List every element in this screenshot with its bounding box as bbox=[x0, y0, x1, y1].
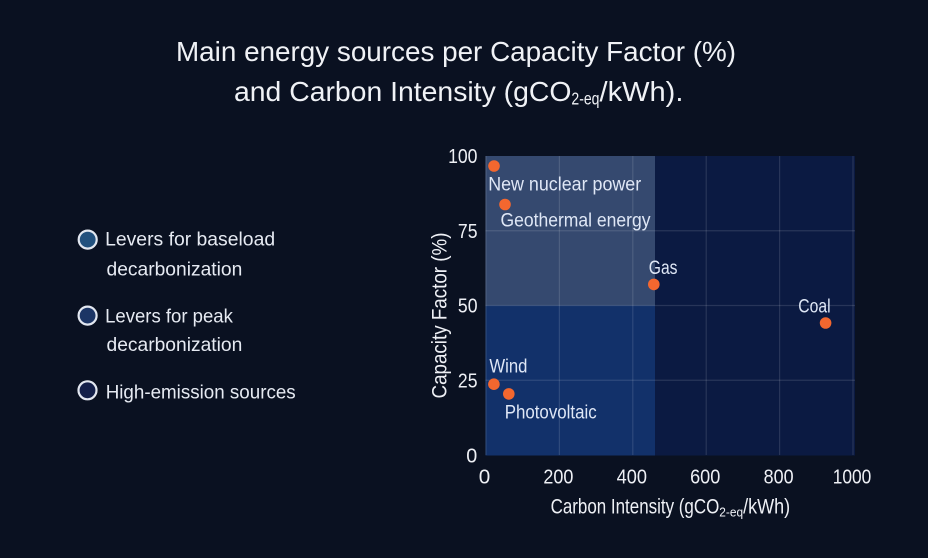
svg-text:25: 25 bbox=[458, 369, 478, 392]
svg-text:Gas: Gas bbox=[649, 258, 678, 279]
svg-text:2-eq: 2-eq bbox=[719, 506, 743, 520]
svg-text:1000: 1000 bbox=[833, 466, 872, 489]
svg-text:800: 800 bbox=[764, 466, 794, 489]
svg-text:High-emission sources: High-emission sources bbox=[106, 382, 296, 404]
svg-text:Main energy sources per Capaci: Main energy sources per Capacity Factor … bbox=[176, 36, 736, 67]
svg-text:and Carbon Intensity (gCO: and Carbon Intensity (gCO bbox=[234, 76, 571, 107]
svg-text:Carbon Intensity (gCO: Carbon Intensity (gCO bbox=[551, 495, 720, 519]
svg-text:400: 400 bbox=[617, 466, 647, 489]
svg-text:/kWh): /kWh) bbox=[743, 495, 790, 519]
svg-text:200: 200 bbox=[543, 466, 573, 489]
svg-text:600: 600 bbox=[690, 466, 720, 489]
svg-text:Wind: Wind bbox=[489, 357, 527, 378]
svg-text:Photovoltaic: Photovoltaic bbox=[505, 403, 597, 424]
svg-text:0: 0 bbox=[466, 445, 477, 468]
svg-text:Coal: Coal bbox=[798, 297, 830, 318]
svg-text:/kWh).: /kWh). bbox=[600, 76, 684, 107]
svg-text:New nuclear power: New nuclear power bbox=[488, 175, 642, 196]
svg-text:Geothermal energy: Geothermal energy bbox=[501, 211, 651, 232]
svg-text:decarbonization: decarbonization bbox=[107, 259, 243, 281]
svg-text:2-eq: 2-eq bbox=[571, 89, 599, 109]
svg-text:decarbonization: decarbonization bbox=[107, 334, 243, 356]
svg-text:Levers for baseload: Levers for baseload bbox=[105, 228, 275, 250]
svg-text:100: 100 bbox=[448, 145, 477, 168]
svg-text:Capacity Factor (%): Capacity Factor (%) bbox=[428, 233, 452, 399]
svg-text:75: 75 bbox=[458, 220, 478, 243]
svg-text:0: 0 bbox=[479, 466, 491, 489]
svg-text:Levers for peak: Levers for peak bbox=[105, 306, 233, 328]
svg-text:50: 50 bbox=[458, 295, 478, 318]
